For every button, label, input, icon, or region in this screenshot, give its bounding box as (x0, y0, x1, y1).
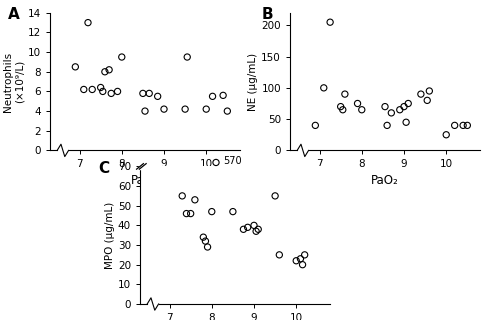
Point (276, 252, 283, 257)
Point (80, 87, 88, 92)
Point (229, 209, 237, 214)
Point (252, 229, 260, 234)
Point (181, 107, 189, 112)
Point (240, 227, 248, 232)
Point (191, 197, 199, 202)
Point (271, 193, 279, 198)
Point (84, 20, 92, 25)
Point (202, 107, 210, 112)
Point (250, 223, 258, 228)
Point (182, 211, 190, 216)
Point (244, 225, 252, 230)
Point (404, 101, 412, 106)
Point (459, 123, 467, 128)
X-axis label: PaO₂: PaO₂ (131, 173, 159, 187)
Point (208, 209, 216, 214)
Point (254, 227, 262, 232)
X-axis label: PaO₂: PaO₂ (371, 173, 399, 187)
Y-axis label: NE (µg/mL): NE (µg/mL) (248, 52, 258, 111)
Point (141, 108, 149, 114)
Point (178, 193, 186, 198)
Point (464, 123, 471, 128)
Point (72, 64, 80, 69)
Point (388, 110, 396, 116)
Point (381, 104, 389, 109)
Point (341, 92, 349, 97)
Point (96, 85, 104, 90)
Point (154, 94, 162, 99)
Point (139, 91, 147, 96)
Point (417, 92, 425, 97)
Point (107, 91, 115, 96)
Point (383, 123, 391, 128)
Text: B: B (262, 7, 273, 22)
Point (88, 87, 96, 92)
Point (336, 104, 344, 109)
Point (183, 54, 191, 60)
Text: 570: 570 (224, 156, 242, 166)
Point (396, 107, 404, 112)
Point (450, 123, 458, 128)
Point (118, 54, 126, 60)
Point (296, 256, 304, 261)
Text: A: A (8, 7, 20, 22)
Point (145, 91, 153, 96)
Point (105, 67, 113, 72)
Point (402, 120, 410, 125)
Point (208, 94, 216, 99)
Text: C: C (98, 161, 110, 176)
Point (219, 93, 227, 98)
Point (339, 107, 347, 112)
Point (358, 107, 366, 112)
Y-axis label: Neutrophils
(×10⁹/L): Neutrophils (×10⁹/L) (4, 52, 25, 112)
Point (354, 101, 362, 106)
Point (326, 20, 334, 25)
Point (204, 244, 212, 250)
Point (423, 98, 431, 103)
Point (298, 262, 306, 267)
Point (312, 123, 320, 128)
Point (200, 235, 207, 240)
Point (212, 160, 220, 165)
Point (101, 69, 109, 74)
Point (224, 108, 232, 114)
Point (442, 132, 450, 137)
Point (202, 238, 209, 244)
Point (292, 258, 300, 263)
Point (99, 89, 107, 94)
Point (400, 104, 408, 109)
Point (320, 85, 328, 91)
Point (300, 252, 308, 257)
Y-axis label: MPO (µg/mL): MPO (µg/mL) (105, 202, 115, 269)
Point (160, 107, 168, 112)
Point (114, 89, 122, 94)
Point (426, 88, 434, 93)
Point (186, 211, 194, 216)
